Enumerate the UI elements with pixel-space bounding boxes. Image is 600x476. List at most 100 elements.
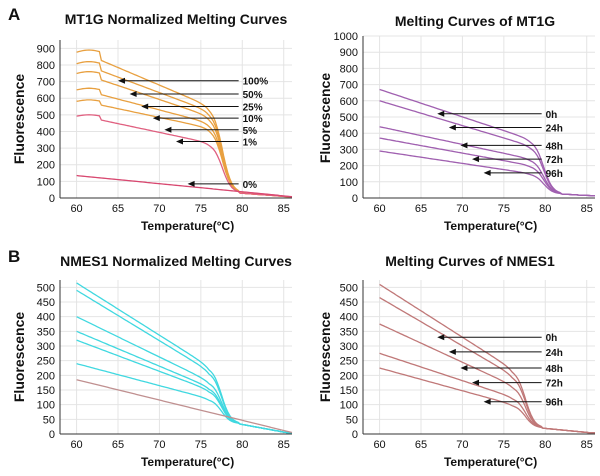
y-tick-label: 600: [340, 96, 358, 108]
series-line-s7: [76, 379, 293, 434]
y-tick-label: 500: [340, 282, 358, 294]
annotation-arrowhead: [176, 138, 183, 145]
chart-title: NMES1 Normalized Melting Curves: [60, 253, 292, 269]
y-tick-label: 200: [37, 160, 55, 172]
x-tick-label: 75: [498, 439, 510, 451]
y-tick-label: 0: [49, 429, 55, 441]
x-tick-label: 75: [195, 203, 207, 215]
chart-panel-4: Melting Curves of NMES1 0 50 100 150 200 250 30…: [317, 253, 595, 469]
annotation-label: 72h: [546, 155, 563, 166]
annotation-arrowhead: [483, 169, 491, 176]
annotation-label: 96h: [546, 169, 563, 180]
annotation-label: 48h: [546, 141, 563, 152]
x-tick-label: 60: [373, 439, 385, 451]
y-tick-label: 100: [37, 176, 55, 188]
annotation-arrowhead: [472, 379, 480, 386]
x-tick-label: 70: [456, 439, 468, 451]
y-axis-label: Fluorescence: [317, 312, 333, 402]
annotation-arrowhead: [483, 398, 491, 405]
annotation-label: 48h: [546, 364, 563, 375]
chart-title: Melting Curves of MT1G: [395, 13, 555, 29]
x-tick-label: 65: [112, 439, 124, 451]
series-line-s4: [76, 330, 292, 434]
y-tick-label: 350: [340, 326, 358, 338]
y-tick-label: 700: [340, 80, 358, 92]
series-line-s2: [76, 289, 292, 434]
y-tick-label: 350: [37, 326, 55, 338]
x-tick-label: 85: [278, 439, 290, 451]
x-tick-label: 65: [415, 203, 427, 215]
y-tick-label: 100: [340, 400, 358, 412]
series-line-96h: [379, 367, 595, 434]
x-axis-label: Temperature(°C): [444, 219, 537, 233]
y-tick-label: 0: [49, 193, 55, 205]
x-axis-label: Temperature(°C): [141, 219, 234, 233]
y-tick-label: 450: [37, 297, 55, 309]
y-tick-label: 50: [346, 414, 358, 426]
y-axis-label: Fluorescence: [317, 73, 333, 163]
annotation-arrowhead: [448, 124, 456, 131]
y-tick-label: 0: [352, 193, 358, 205]
y-tick-label: 300: [340, 144, 358, 156]
x-tick-label: 80: [236, 203, 248, 215]
annotation-arrowhead: [129, 91, 137, 98]
x-tick-label: 85: [581, 439, 593, 451]
series-line-0pct: [76, 174, 293, 198]
x-axis-label: Temperature(°C): [444, 455, 537, 469]
annotation-label: 5%: [243, 126, 258, 137]
chart-panel-1: MT1G Normalized Melting Curves 0 100 200 300…: [11, 11, 293, 233]
y-tick-label: 250: [37, 356, 55, 368]
y-axis-label: Fluorescence: [11, 74, 27, 164]
annotation-arrowhead: [472, 156, 480, 163]
y-tick-label: 500: [37, 110, 55, 122]
series-line-96h: [379, 150, 596, 197]
y-tick-label: 400: [340, 312, 358, 324]
y-tick-label: 900: [340, 47, 358, 59]
charts-group: MT1G Normalized Melting Curves 0 100 200 300…: [11, 11, 596, 469]
y-tick-label: 450: [340, 297, 358, 309]
y-tick-label: 500: [340, 112, 358, 124]
y-tick-label: 600: [37, 93, 55, 105]
series-line-s6: [76, 362, 292, 434]
y-tick-label: 150: [340, 385, 358, 397]
series-line-1pct: [76, 114, 292, 198]
annotation-label: 25%: [243, 103, 263, 114]
y-tick-label: 800: [37, 60, 55, 72]
x-axis-label: Temperature(°C): [141, 455, 234, 469]
y-tick-label: 200: [340, 161, 358, 173]
annotation-arrowhead: [187, 180, 195, 187]
annotation-arrowhead: [118, 77, 125, 84]
annotation-label: 50%: [243, 90, 263, 101]
annotation-arrowhead: [164, 126, 172, 133]
y-axis-label: Fluorescence: [11, 312, 27, 402]
y-tick-label: 50: [43, 414, 55, 426]
annotation-label: 0%: [243, 180, 258, 191]
x-tick-label: 60: [70, 439, 82, 451]
y-tick-label: 700: [37, 77, 55, 89]
x-tick-label: 80: [539, 203, 551, 215]
annotation-arrowhead: [141, 103, 149, 110]
annotation-arrowhead: [460, 365, 468, 371]
x-tick-label: 75: [195, 439, 207, 451]
y-tick-label: 400: [37, 312, 55, 324]
y-tick-label: 200: [340, 370, 358, 382]
annotation-label: 72h: [546, 379, 563, 390]
x-tick-label: 60: [70, 203, 82, 215]
annotation-label: 24h: [546, 124, 563, 135]
y-tick-label: 300: [37, 143, 55, 155]
annotation-arrowhead: [437, 334, 445, 341]
y-tick-label: 1000: [334, 31, 358, 43]
y-tick-label: 100: [340, 177, 358, 189]
panel-label-a: A: [8, 5, 20, 24]
x-tick-label: 75: [498, 203, 510, 215]
annotation-label: 100%: [243, 77, 269, 88]
chart-title: Melting Curves of NMES1: [385, 253, 555, 269]
annotation-label: 24h: [546, 348, 563, 359]
y-tick-label: 250: [340, 356, 358, 368]
annotation-label: 96h: [546, 398, 563, 409]
panel-label-b: B: [8, 247, 20, 266]
y-tick-label: 500: [37, 282, 55, 294]
x-tick-label: 85: [581, 203, 593, 215]
x-tick-label: 80: [236, 439, 248, 451]
series-line-s1: [76, 282, 292, 434]
